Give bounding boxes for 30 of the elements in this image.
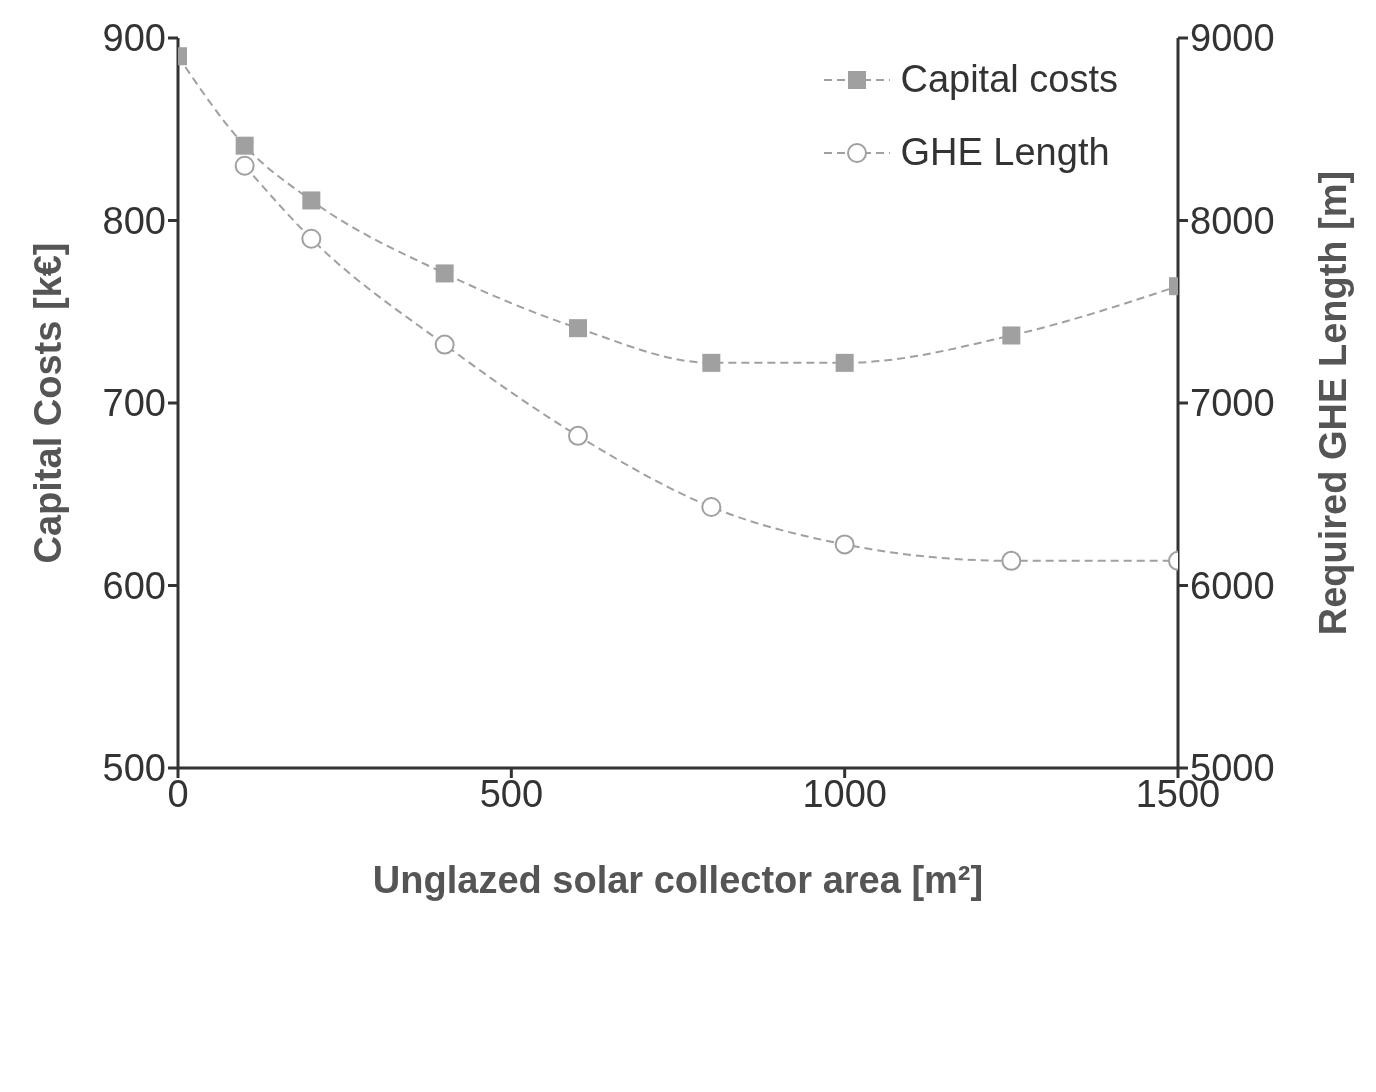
y-tick-label: 600 (102, 564, 166, 607)
y-tick-label: 800 (102, 199, 166, 242)
y2-tick-label: 6000 (1190, 564, 1275, 607)
x-tick-label: 500 (479, 772, 544, 815)
x-axis-title: Unglazed solar collector area [m²] (372, 859, 984, 901)
y2-tick-label: 9000 (1190, 17, 1275, 60)
y2-tick-label: 7000 (1190, 382, 1275, 425)
point (302, 191, 321, 210)
point (835, 353, 854, 372)
point (702, 353, 721, 372)
y-tick-label: 700 (102, 382, 166, 425)
point (568, 425, 588, 446)
legend-label: GHE Length (900, 131, 1110, 174)
point (701, 497, 722, 518)
x-tick-label: 0 (167, 772, 189, 815)
point (569, 319, 587, 338)
point (434, 334, 455, 355)
y2-axis-title: Required GHE Length [m] (1312, 170, 1355, 636)
point (235, 136, 254, 155)
y2-tick-label: 8000 (1190, 199, 1275, 242)
point (1001, 550, 1022, 571)
x-tick-label: 1000 (802, 772, 887, 815)
legend-label: Capital costs (900, 58, 1118, 101)
point (834, 534, 855, 555)
point (301, 228, 322, 249)
point (234, 155, 255, 176)
point (435, 264, 454, 283)
point (1002, 326, 1021, 345)
y-tick-label: 900 (102, 17, 166, 60)
y-axis-title: Capital Costs [k€] (27, 242, 70, 564)
